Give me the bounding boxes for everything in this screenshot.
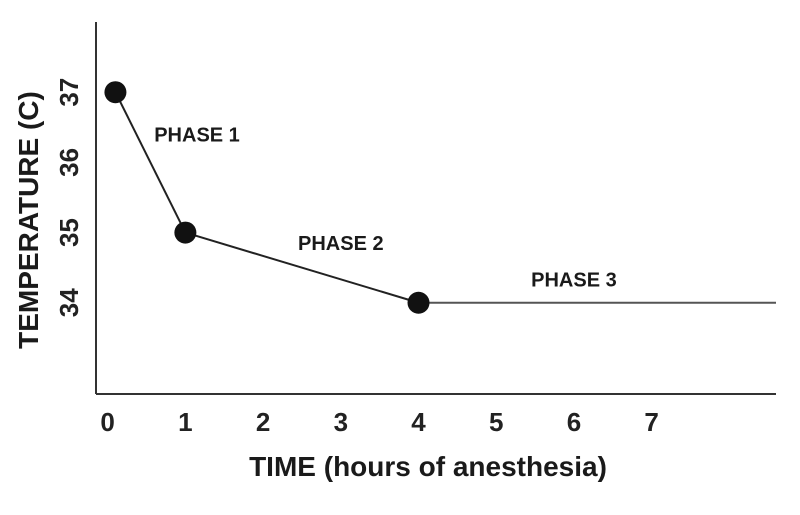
- y-tick-labels: 34 35 36 37: [54, 78, 84, 317]
- y-tick-label: 35: [54, 218, 84, 247]
- phase-annotations: PHASE 1 PHASE 2 PHASE 3: [154, 124, 617, 291]
- x-tick-labels: 0 1 2 3 4 5 6 7: [100, 407, 658, 437]
- x-tick-label: 4: [411, 407, 426, 437]
- x-tick-label: 7: [644, 407, 658, 437]
- x-tick-label: 6: [567, 407, 581, 437]
- series-markers: [104, 81, 430, 314]
- x-tick-label: 2: [256, 407, 270, 437]
- phase-label: PHASE 3: [531, 270, 617, 292]
- data-point-marker: [407, 291, 430, 314]
- data-point-marker: [104, 81, 127, 104]
- x-tick-label: 5: [489, 407, 503, 437]
- data-point-marker: [174, 221, 197, 244]
- phase-label: PHASE 2: [298, 233, 384, 255]
- chart-axes: [95, 22, 776, 395]
- series-line-segment: [114, 91, 187, 234]
- series-lines: [114, 91, 776, 304]
- y-tick-label: 36: [54, 148, 84, 177]
- y-tick-label: 34: [54, 288, 84, 317]
- y-axis-title: TEMPERATURE (C): [13, 91, 44, 349]
- x-tick-label: 3: [334, 407, 348, 437]
- y-tick-label: 37: [54, 78, 84, 107]
- phase-label: PHASE 1: [154, 124, 240, 146]
- x-axis-title: TIME (hours of anesthesia): [249, 451, 607, 482]
- series-line-segment: [185, 231, 419, 304]
- x-tick-label: 0: [100, 407, 114, 437]
- x-tick-label: 1: [178, 407, 192, 437]
